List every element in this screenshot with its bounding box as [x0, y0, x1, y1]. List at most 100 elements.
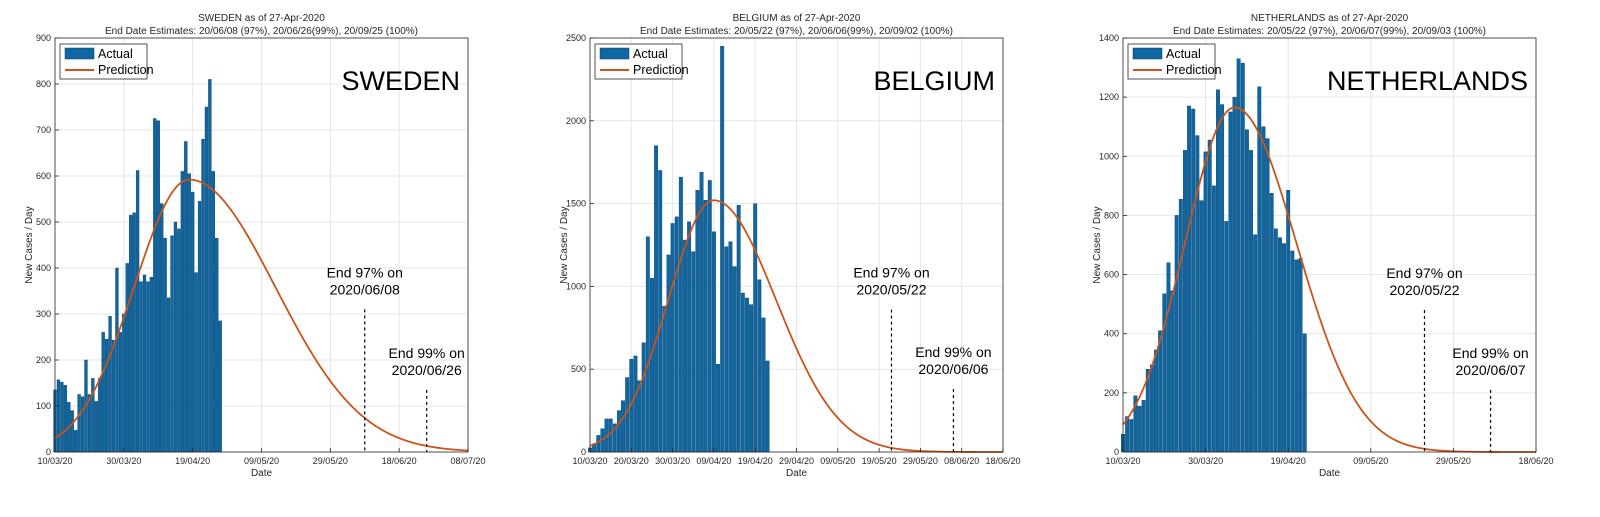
bar — [732, 266, 737, 453]
country-label: NETHERLANDS — [1327, 66, 1528, 96]
bar — [1253, 234, 1258, 453]
bar — [1141, 400, 1146, 453]
chart-title: SWEDEN as of 27-Apr-2020 — [198, 13, 325, 24]
bar — [645, 236, 650, 453]
country-label: SWEDEN — [341, 66, 460, 96]
y-tick-label: 1400 — [1099, 33, 1119, 43]
bar — [149, 277, 154, 453]
bar — [122, 313, 126, 453]
legend: Actual Prediction — [59, 43, 154, 80]
bar — [191, 191, 195, 453]
chart-title: BELGIUM as of 27-Apr-2020 — [733, 13, 861, 24]
legend: Actual Prediction — [594, 43, 689, 80]
bar — [695, 190, 700, 453]
bar — [1257, 86, 1262, 453]
legend-label-actual: Actual — [98, 47, 133, 61]
bar — [1220, 104, 1225, 453]
bar — [1240, 62, 1245, 453]
bar — [94, 401, 98, 453]
bar — [1232, 96, 1237, 453]
bar — [1178, 198, 1183, 453]
bar — [1129, 419, 1134, 453]
y-tick-label: 600 — [1104, 270, 1119, 280]
bar — [60, 381, 64, 453]
bar — [678, 176, 683, 453]
bar — [163, 237, 167, 453]
bar — [753, 203, 758, 453]
bar — [637, 380, 642, 453]
bar — [707, 180, 712, 453]
bar — [1228, 111, 1233, 453]
bar — [101, 332, 105, 453]
bar — [118, 332, 123, 453]
annotation-line1: End 97% on — [1386, 265, 1462, 281]
bar — [98, 378, 102, 453]
annotation-line1: End 99% on — [915, 344, 991, 360]
bar — [757, 279, 762, 453]
y-tick-label: 300 — [36, 309, 51, 319]
bar — [194, 272, 198, 453]
annotation-line2: 2020/06/26 — [392, 362, 462, 378]
country-label: BELGIUM — [873, 66, 995, 96]
bar — [1216, 89, 1220, 453]
chart-subtitle: End Date Estimates: 20/06/08 (97%), 20/0… — [105, 26, 418, 37]
y-tick-label: 1000 — [1099, 151, 1119, 161]
legend-label-actual: Actual — [1166, 47, 1201, 61]
bar — [691, 251, 696, 453]
chart-panel-belgium: End 97% on 2020/05/22 End 99% on 2020/06/06… — [535, 0, 1065, 517]
chart-panel-sweden: End 97% on 2020/06/08 End 99% on 2020/06/26… — [0, 0, 530, 517]
chart-panel-netherlands: End 97% on 2020/05/22 End 99% on 2020/06/07… — [1068, 0, 1598, 517]
bar — [180, 171, 184, 453]
x-tick-label: 29/05/20 — [313, 456, 348, 466]
bar — [765, 360, 770, 453]
x-tick-label: 19/04/20 — [738, 456, 773, 466]
bar — [1278, 237, 1282, 453]
annotation-line2: 2020/05/22 — [1389, 282, 1459, 298]
bars — [588, 46, 770, 453]
bar — [1273, 228, 1278, 453]
bar — [1265, 138, 1270, 453]
bar — [1203, 151, 1208, 453]
bar — [1244, 129, 1249, 453]
bar — [1174, 215, 1179, 453]
x-tick-label: 10/03/20 — [572, 456, 607, 466]
bar — [674, 216, 679, 453]
bar — [724, 246, 729, 453]
bar — [215, 237, 219, 453]
y-tick-label: 600 — [36, 171, 51, 181]
bar — [197, 201, 202, 453]
bar — [1211, 185, 1216, 453]
bar — [1149, 364, 1154, 453]
x-tick-label: 08/07/20 — [450, 456, 485, 466]
bar — [135, 170, 140, 453]
bar — [211, 171, 215, 453]
bar — [1269, 193, 1274, 453]
y-tick-label: 0 — [581, 447, 586, 457]
bar — [641, 342, 646, 453]
bar — [658, 170, 663, 453]
x-axis-label: Date — [786, 468, 808, 479]
y-tick-label: 400 — [36, 263, 51, 273]
chart-subtitle: End Date Estimates: 20/05/22 (97%), 20/0… — [640, 26, 953, 37]
bar — [1158, 330, 1163, 453]
bar — [111, 340, 116, 453]
y-tick-label: 1200 — [1099, 92, 1119, 102]
bar — [1162, 293, 1167, 453]
x-tick-label: 09/04/20 — [696, 456, 731, 466]
x-tick-label: 10/03/20 — [1105, 456, 1140, 466]
bar — [670, 223, 675, 453]
bar — [153, 118, 157, 453]
y-tick-label: 100 — [36, 401, 51, 411]
bar — [132, 212, 136, 453]
legend: Actual Prediction — [1127, 43, 1222, 80]
bar — [204, 106, 209, 453]
bar — [1236, 58, 1241, 453]
x-tick-label: 19/04/20 — [175, 456, 210, 466]
bar — [616, 410, 621, 453]
bar — [683, 239, 687, 453]
bar — [170, 235, 174, 453]
bar — [1195, 135, 1200, 453]
prediction-curve — [589, 199, 1004, 453]
bar — [728, 241, 733, 453]
